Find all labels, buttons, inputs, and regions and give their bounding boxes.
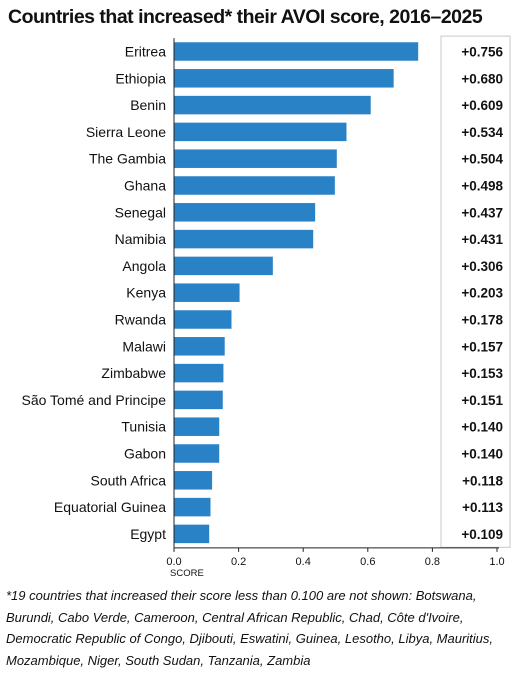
value-label: +0.756 [461,45,503,60]
bar [174,337,225,356]
footnote: *19 countries that increased their score… [6,588,494,668]
chart-title: Countries that increased* their AVOI sco… [8,6,483,28]
x-tick-label: 0.2 [231,556,246,568]
value-label: +0.178 [461,313,503,328]
bar-chart: Eritrea Ethiopia Benin Sierra Leone The Gamb… [22,35,511,579]
bar [174,283,240,302]
bar [174,471,213,490]
x-axis-label: SCORE [170,568,204,579]
bar [174,203,316,222]
bar [174,176,335,195]
bar [174,363,224,383]
bar [174,310,232,329]
category-label: Senegal [115,204,166,220]
category-label: Ghana [124,178,166,194]
value-label: +0.431 [461,232,503,247]
category-label: South Africa [91,472,167,488]
value-label: +0.151 [461,393,503,408]
category-label: Benin [130,97,166,113]
category-label: Zimbabwe [101,365,166,381]
category-label: Ethiopia [115,70,166,86]
category-label: Namibia [115,231,167,247]
bar [174,149,337,168]
bar [174,390,223,410]
category-label: Rwanda [115,312,167,328]
category-label: Equatorial Guinea [54,499,166,515]
category-label: Eritrea [125,44,166,60]
category-label: Gabon [124,446,166,462]
category-label: Malawi [122,338,166,354]
value-label: +0.609 [461,98,503,113]
bar [174,497,211,517]
x-tick-label: 0.0 [166,556,181,568]
value-label: +0.157 [461,339,503,354]
value-label: +0.437 [461,205,503,220]
x-tick-label: 1.0 [489,556,504,568]
category-label: São Tomé and Principe [22,392,167,408]
bar [174,229,314,249]
category-label: The Gambia [89,151,166,167]
value-label: +0.140 [461,447,503,462]
value-label-panel [440,35,511,548]
category-label: Sierra Leone [86,124,166,140]
bar [174,122,347,142]
bar [174,256,273,276]
category-label: Kenya [126,285,166,301]
value-label: +0.140 [461,420,503,435]
bar [174,444,220,463]
value-label: +0.203 [461,286,503,301]
x-tick-label: 0.8 [425,556,440,568]
bar [174,69,394,88]
value-label: +0.153 [461,366,503,381]
value-label: +0.118 [462,473,503,488]
value-label: +0.504 [461,152,503,167]
value-label: +0.109 [461,527,503,542]
bar [174,95,371,115]
bar [174,524,210,544]
value-label: +0.113 [462,500,503,515]
value-label: +0.680 [461,71,503,86]
x-tick-label: 0.4 [296,556,311,568]
category-label: Tunisia [121,419,166,435]
category-label: Egypt [130,526,166,542]
bar [174,42,419,61]
value-label: +0.534 [461,125,503,140]
category-label: Angola [122,258,166,274]
value-label: +0.498 [461,179,503,194]
x-tick-label: 0.6 [360,556,375,568]
bar [174,417,220,436]
value-label: +0.306 [461,259,503,274]
